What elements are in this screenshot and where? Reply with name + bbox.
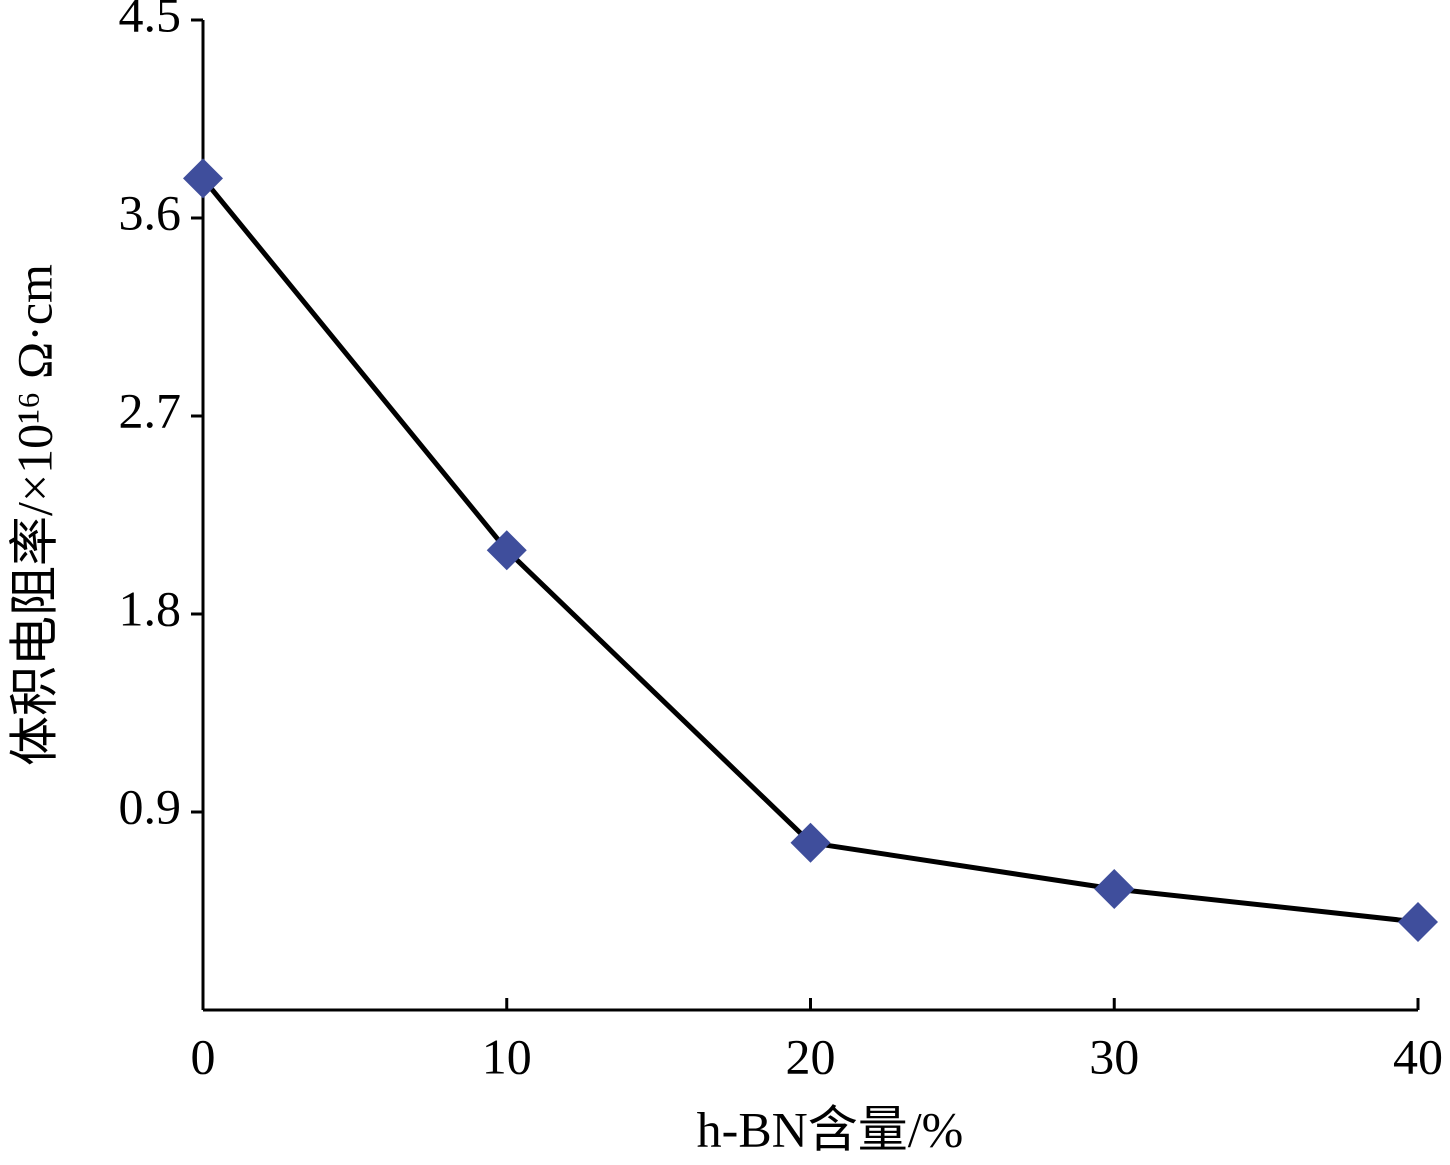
x-tick-label: 30 (1089, 1028, 1139, 1084)
y-tick-label: 3.6 (119, 184, 182, 240)
y-axis-title: 体积电阻率/×10¹⁶ Ω·cm (6, 264, 62, 766)
x-tick-label: 20 (786, 1028, 836, 1084)
x-tick-label: 0 (191, 1028, 216, 1084)
x-tick-label: 40 (1393, 1028, 1443, 1084)
x-axis-title: h-BN含量/% (697, 1101, 964, 1157)
y-tick-label: 2.7 (119, 382, 182, 438)
marker (1398, 902, 1438, 942)
y-tick-label: 1.8 (119, 580, 182, 636)
marker (486, 530, 527, 571)
marker (790, 822, 831, 863)
marker (183, 158, 223, 199)
data-line (201, 176, 1419, 925)
y-tick-label: 0.9 (119, 778, 182, 834)
marker (1094, 869, 1135, 909)
x-tick-label: 10 (482, 1028, 532, 1084)
y-tick-label: 4.5 (119, 0, 182, 42)
